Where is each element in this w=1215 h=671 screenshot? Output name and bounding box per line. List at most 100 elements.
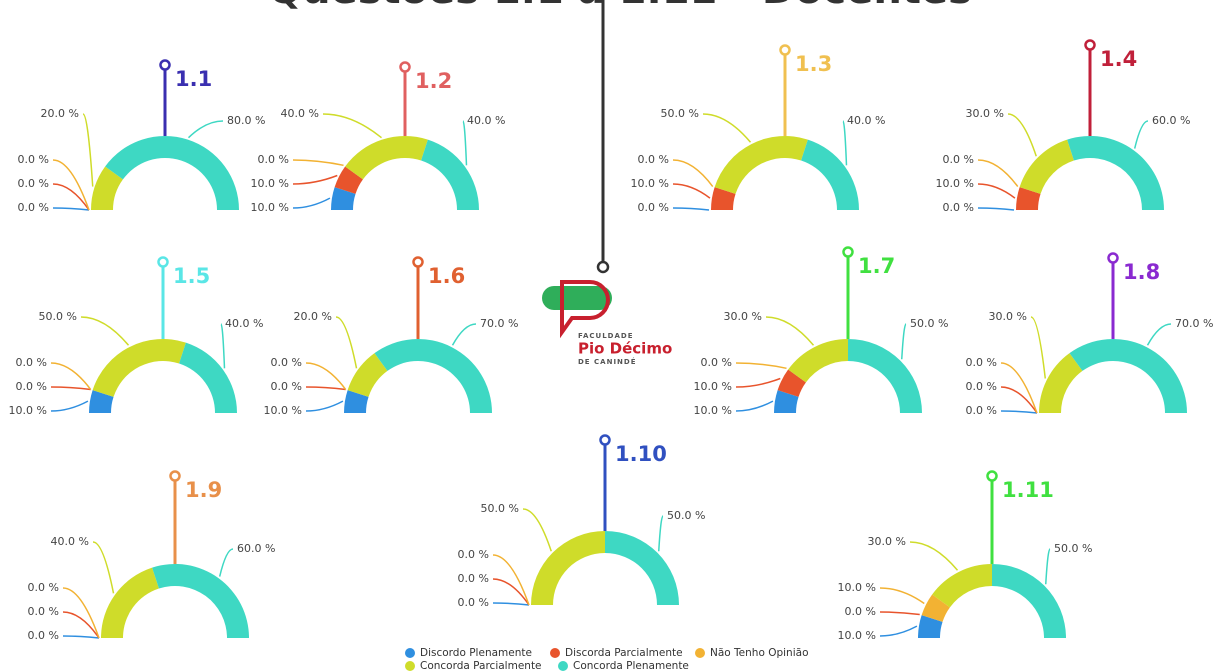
value-label: 0.0 % <box>701 356 732 369</box>
leader-line <box>305 362 347 390</box>
value-label: 0.0 % <box>258 153 289 166</box>
gauge-slice <box>1067 135 1164 210</box>
leader-line <box>672 207 710 211</box>
value-label: 0.0 % <box>16 380 47 393</box>
leader-line <box>765 316 815 346</box>
value-label: 70.0 % <box>480 317 518 330</box>
gauge: 10.0 % 10.0 % 0.0 % 30.0 % 50.0 % 1.7 <box>694 246 948 417</box>
gauge-slice <box>932 564 992 608</box>
leader-line <box>80 316 130 346</box>
gauge-slice <box>711 187 736 210</box>
value-label: 0.0 % <box>638 201 669 214</box>
legend-swatch <box>558 661 568 671</box>
gauge: 0.0 % 0.0 % 0.0 % 20.0 % 80.0 % 1.1 <box>18 59 265 214</box>
leader-line <box>50 362 92 390</box>
gauge: 0.0 % 0.0 % 0.0 % 50.0 % 50.0 % 1.10 <box>458 434 705 609</box>
leader-line <box>977 183 1016 199</box>
leader-line <box>492 602 530 606</box>
leader-line <box>62 635 100 639</box>
value-label: 0.0 % <box>638 153 669 166</box>
value-label: 10.0 % <box>251 201 289 214</box>
pin-head <box>1084 39 1096 51</box>
value-label: 0.0 % <box>458 548 489 561</box>
connector-pin <box>596 260 610 274</box>
leader-line <box>62 587 100 639</box>
leader-line <box>492 578 530 606</box>
gauge-slice <box>1069 339 1187 413</box>
leader-line <box>52 207 90 211</box>
pin-head <box>157 256 169 268</box>
value-label: 0.0 % <box>845 605 876 618</box>
value-label: 10.0 % <box>9 404 47 417</box>
value-label: 0.0 % <box>18 153 49 166</box>
logo-text: DE CANINDÉ <box>578 357 637 366</box>
leader-line <box>977 207 1015 211</box>
gauge: 0.0 % 10.0 % 0.0 % 30.0 % 60.0 % 1.4 <box>936 39 1190 214</box>
legend-swatch <box>550 648 560 658</box>
gauge-slice <box>918 615 943 638</box>
leader-line <box>322 113 382 139</box>
value-label: 10.0 % <box>251 177 289 190</box>
leader-line <box>842 120 848 166</box>
pin-head <box>986 470 998 482</box>
value-label: 30.0 % <box>868 535 906 548</box>
value-label: 10.0 % <box>838 581 876 594</box>
value-label: 30.0 % <box>966 107 1004 120</box>
logo-text: Pio Décimo <box>578 340 672 358</box>
gauge: 0.0 % 10.0 % 0.0 % 50.0 % 40.0 % 1.3 <box>631 44 885 214</box>
leader-line <box>1030 316 1047 379</box>
pin-head <box>1107 252 1119 264</box>
leader-line <box>50 386 91 391</box>
logo-shape <box>560 280 610 339</box>
value-label: 10.0 % <box>694 404 732 417</box>
value-label: 40.0 % <box>51 535 89 548</box>
leader-line <box>1000 410 1038 414</box>
value-label: 0.0 % <box>271 380 302 393</box>
legend-label: Discordo Plenamente <box>420 647 532 659</box>
value-label: 10.0 % <box>936 177 974 190</box>
leader-line <box>187 120 224 139</box>
gauge-slice <box>774 390 799 413</box>
gauge-slice <box>374 339 492 413</box>
gauge-slice <box>788 339 848 383</box>
value-label: 0.0 % <box>271 356 302 369</box>
gauge-slice <box>921 594 950 622</box>
chart-title: 1.5 <box>173 264 210 288</box>
legend-label: Discorda Parcialmente <box>565 647 683 659</box>
leader-line <box>52 183 90 211</box>
value-label: 40.0 % <box>281 107 319 120</box>
gauge-slice <box>1016 187 1041 210</box>
chart-title: 1.2 <box>415 69 452 93</box>
gauge-slice <box>714 135 808 194</box>
chart-title: 1.11 <box>1002 478 1054 502</box>
leader-line <box>305 386 346 391</box>
pin-head <box>169 470 181 482</box>
pin-head <box>599 434 611 446</box>
leader-line <box>62 611 100 639</box>
legend-label: Não Tenho Opinião <box>710 647 809 659</box>
value-label: 60.0 % <box>1152 114 1190 127</box>
leader-line <box>1044 548 1051 585</box>
value-label: 50.0 % <box>667 509 705 522</box>
gauge-slice <box>105 136 239 210</box>
leader-line <box>292 197 331 209</box>
chart-title: 1.8 <box>1123 260 1160 284</box>
leader-line <box>735 362 787 370</box>
gauge-slice <box>331 187 356 210</box>
value-label: 0.0 % <box>458 596 489 609</box>
leader-line <box>292 159 344 167</box>
leader-line <box>451 323 477 346</box>
legend-swatch <box>405 648 415 658</box>
gauge-slice <box>605 531 679 605</box>
gauge-slice <box>848 339 922 413</box>
gauge-slice <box>1019 139 1074 194</box>
gauge: 10.0 % 0.0 % 0.0 % 50.0 % 40.0 % 1.5 <box>9 256 263 417</box>
gauge: 0.0 % 0.0 % 0.0 % 30.0 % 70.0 % 1.8 <box>966 252 1213 417</box>
chart-title: 1.9 <box>185 478 222 502</box>
gauge-slice <box>347 353 388 397</box>
logo-shape <box>542 286 612 310</box>
chart-title: 1.10 <box>615 442 667 466</box>
leader-line <box>1146 323 1172 346</box>
value-label: 10.0 % <box>838 629 876 642</box>
